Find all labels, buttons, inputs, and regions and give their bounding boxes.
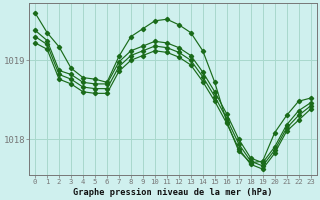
- X-axis label: Graphe pression niveau de la mer (hPa): Graphe pression niveau de la mer (hPa): [73, 188, 273, 197]
